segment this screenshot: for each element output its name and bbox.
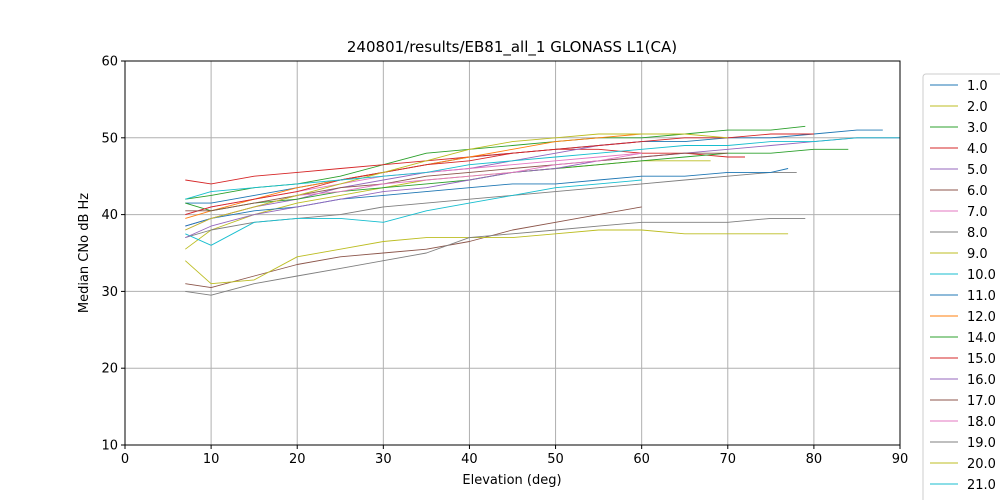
- legend-label: 12.0: [967, 310, 996, 325]
- legend-label: 7.0: [967, 205, 988, 220]
- legend-label: 21.0: [967, 478, 996, 493]
- series-line-21-0: [185, 137, 900, 200]
- x-tick-label: 0: [121, 452, 129, 467]
- legend: 1.0 2.0 3.0 4.0 5.0 6.0 7.0 8.0 9.0 10.0 11.0 12.0 1…: [922, 73, 1000, 504]
- x-tick-label: 10: [203, 452, 220, 467]
- series-line-19-0: [185, 217, 806, 296]
- legend-label: 1.0: [967, 79, 988, 94]
- y-axis-label: Median CNo dB Hz: [77, 193, 92, 313]
- x-axis-label: Elevation (deg): [462, 473, 561, 488]
- legend-label: 20.0: [967, 457, 996, 472]
- legend-label: 15.0: [967, 352, 996, 367]
- y-tick-label: 40: [101, 208, 118, 223]
- series-line-16-0: [185, 137, 900, 239]
- legend-label: 2.0: [967, 100, 988, 115]
- x-tick-label: 30: [375, 452, 392, 467]
- legend-label: 3.0: [967, 121, 988, 136]
- series-group: [185, 125, 900, 296]
- legend-label: 5.0: [967, 163, 988, 178]
- series-line-4-0: [185, 148, 745, 185]
- series-line-6-0: [185, 206, 642, 289]
- y-tick-label: 30: [101, 285, 118, 300]
- grid-lines: [124, 60, 901, 446]
- x-tick-label: 90: [892, 452, 909, 467]
- legend-label: 17.0: [967, 394, 996, 409]
- y-axis-ticks: 10 20 30 40 50 60: [101, 55, 125, 454]
- legend-label: 6.0: [967, 184, 988, 199]
- series-line-5-0: [185, 141, 642, 227]
- series-line-8-0: [185, 171, 797, 239]
- y-tick-label: 20: [101, 362, 118, 377]
- legend-label: 14.0: [967, 331, 996, 346]
- x-tick-label: 40: [461, 452, 478, 467]
- legend-label: 11.0: [967, 289, 996, 304]
- series-line-20-0: [185, 133, 728, 231]
- x-tick-label: 70: [720, 452, 737, 467]
- x-tick-label: 20: [289, 452, 306, 467]
- chart-title: 240801/results/EB81_all_1 GLONASS L1(CA): [347, 38, 677, 57]
- y-tick-label: 50: [101, 131, 118, 146]
- legend-label: 8.0: [967, 226, 988, 241]
- x-tick-label: 80: [806, 452, 823, 467]
- y-tick-label: 10: [101, 439, 118, 454]
- legend-label: 19.0: [967, 436, 996, 451]
- x-tick-label: 60: [633, 452, 650, 467]
- x-axis-ticks: 0 10 20 30 40 50 60 70 80 90: [121, 445, 908, 467]
- series-line-11-0: [185, 168, 789, 227]
- plot-area-frame: [124, 60, 901, 446]
- series-line-9-0: [185, 229, 789, 285]
- series-line-17-0: [185, 152, 728, 212]
- x-tick-label: 50: [547, 452, 564, 467]
- legend-label: 18.0: [967, 415, 996, 430]
- legend-label: 16.0: [967, 373, 996, 388]
- legend-label: 4.0: [967, 142, 988, 157]
- y-tick-label: 60: [101, 55, 118, 70]
- series-line-15-0: [185, 133, 814, 216]
- legend-label: 9.0: [967, 247, 988, 262]
- legend-label: 10.0: [967, 268, 996, 283]
- series-line-10-0: [185, 179, 642, 246]
- legend-frame: [922, 73, 1000, 504]
